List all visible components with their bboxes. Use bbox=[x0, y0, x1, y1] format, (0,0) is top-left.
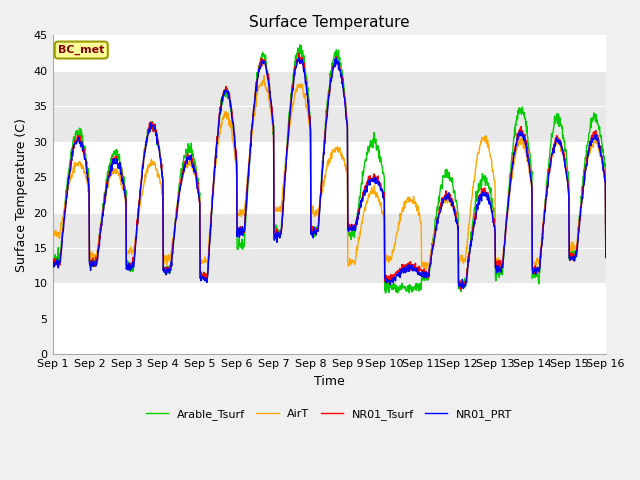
NR01_Tsurf bbox=[488, 208, 496, 214]
Arable_Tsurf bbox=[381, 290, 389, 296]
NR01_PRT bbox=[234, 228, 241, 234]
NR01_PRT bbox=[602, 255, 609, 261]
Arable_Tsurf bbox=[296, 42, 303, 48]
Arable_Tsurf bbox=[49, 262, 56, 268]
Bar bbox=[52, 283, 605, 354]
AirT bbox=[234, 210, 241, 216]
NR01_Tsurf bbox=[49, 258, 56, 264]
NR01_Tsurf bbox=[415, 267, 423, 273]
Arable_Tsurf bbox=[158, 174, 166, 180]
NR01_PRT bbox=[415, 269, 423, 275]
AirT bbox=[49, 231, 56, 237]
Y-axis label: Surface Temperature (C): Surface Temperature (C) bbox=[15, 118, 28, 272]
Arable_Tsurf bbox=[537, 254, 545, 260]
NR01_Tsurf bbox=[158, 173, 166, 179]
AirT bbox=[260, 72, 268, 78]
Arable_Tsurf bbox=[234, 246, 241, 252]
NR01_Tsurf bbox=[456, 287, 464, 292]
AirT bbox=[158, 191, 166, 196]
Bar bbox=[52, 36, 605, 71]
NR01_Tsurf bbox=[234, 229, 241, 235]
NR01_PRT bbox=[49, 260, 56, 266]
Line: Arable_Tsurf: Arable_Tsurf bbox=[52, 45, 605, 293]
Arable_Tsurf bbox=[488, 195, 496, 201]
NR01_PRT bbox=[295, 55, 303, 60]
Legend: Arable_Tsurf, AirT, NR01_Tsurf, NR01_PRT: Arable_Tsurf, AirT, NR01_Tsurf, NR01_PRT bbox=[141, 405, 516, 424]
Text: BC_met: BC_met bbox=[58, 45, 104, 55]
NR01_PRT bbox=[488, 208, 496, 214]
Arable_Tsurf bbox=[602, 253, 609, 259]
Line: AirT: AirT bbox=[52, 75, 605, 269]
Bar bbox=[52, 142, 605, 213]
Arable_Tsurf bbox=[416, 285, 424, 291]
NR01_PRT bbox=[537, 254, 545, 260]
NR01_PRT bbox=[158, 169, 166, 175]
AirT bbox=[422, 266, 430, 272]
NR01_Tsurf bbox=[537, 248, 545, 254]
NR01_PRT bbox=[172, 218, 179, 224]
NR01_Tsurf bbox=[295, 50, 303, 56]
Line: NR01_Tsurf: NR01_Tsurf bbox=[52, 53, 605, 289]
NR01_Tsurf bbox=[602, 251, 609, 256]
Title: Surface Temperature: Surface Temperature bbox=[249, 15, 410, 30]
NR01_PRT bbox=[460, 286, 467, 291]
AirT bbox=[537, 246, 545, 252]
AirT bbox=[602, 243, 609, 249]
AirT bbox=[172, 215, 179, 220]
Arable_Tsurf bbox=[172, 216, 179, 222]
X-axis label: Time: Time bbox=[314, 375, 344, 388]
AirT bbox=[488, 163, 496, 169]
Line: NR01_PRT: NR01_PRT bbox=[52, 58, 605, 288]
AirT bbox=[415, 213, 423, 219]
NR01_Tsurf bbox=[172, 219, 179, 225]
